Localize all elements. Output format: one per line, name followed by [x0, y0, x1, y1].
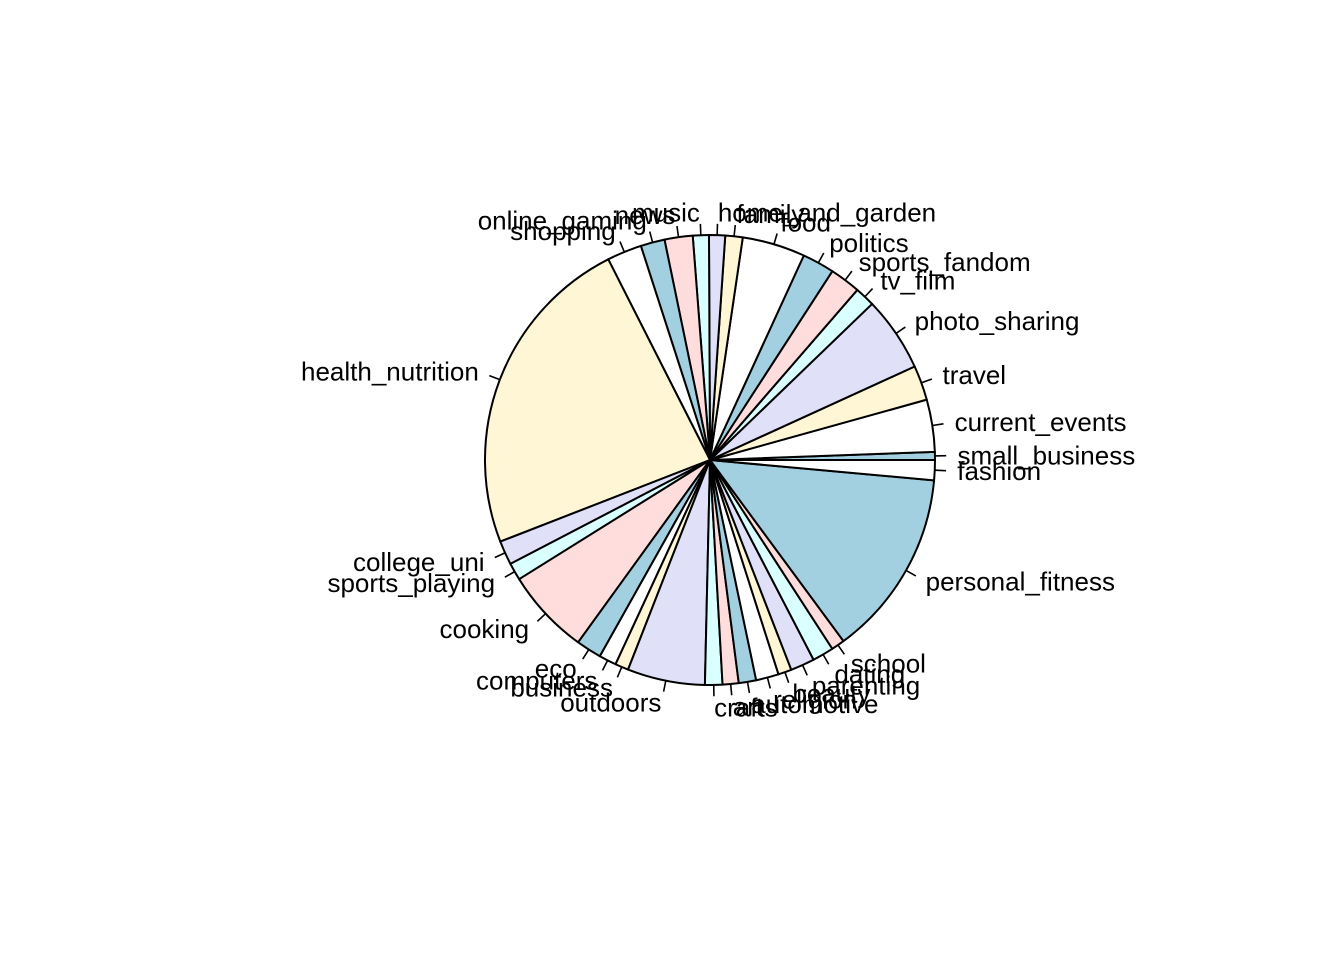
pie-slice-health-nutrition — [484, 258, 711, 543]
pie-label-tick-college-uni — [494, 552, 506, 559]
pie-label-computers: computers — [476, 665, 597, 695]
pie-label-tick-computers — [601, 660, 609, 671]
pie-label-shopping: shopping — [510, 216, 616, 246]
pie-label-art: art — [733, 691, 764, 721]
pie-label-beauty: beauty — [792, 678, 870, 708]
pie-label-travel: travel — [942, 360, 1006, 390]
pie-label-dating: dating — [834, 659, 905, 689]
pie-label-parenting: parenting — [812, 671, 920, 701]
pie-label-home-and-garden: home_and_garden — [718, 198, 936, 228]
pie-label-tick-tv-film — [864, 288, 874, 298]
pie-label-tick-sports-playing — [504, 570, 516, 578]
pie-label-tick-family — [733, 225, 737, 237]
pie-label-tick-eco — [582, 649, 590, 660]
pie-label-tick-art — [729, 683, 733, 696]
pie-label-current-events: current_events — [955, 407, 1127, 437]
pie-label-tick-shopping — [619, 241, 626, 253]
pie-label-sports-fandom: sports_fandom — [859, 247, 1031, 277]
pie-label-tick-school — [837, 644, 846, 655]
pie-label-food: food — [780, 208, 831, 238]
pie-label-tick-travel — [921, 378, 933, 384]
pie-labels: small_business current_events travel photo_… — [301, 198, 1135, 723]
pie-label-online-gaming: online_gaming — [478, 206, 647, 236]
pie-label-college-uni: college_uni — [353, 547, 485, 577]
pie-label-tick-politics — [817, 252, 825, 264]
pie-label-crafts: crafts — [714, 692, 778, 722]
pie-label-tick-fashion — [934, 469, 947, 472]
pie-label-sports-playing: sports_playing — [327, 568, 495, 598]
pie-label-tick-food — [773, 233, 778, 245]
pie-label-tick-cooking — [536, 613, 547, 622]
pie-label-fashion: fashion — [957, 456, 1041, 486]
pie-label-tick-sports-fandom — [844, 270, 853, 281]
pie-label-tick-religion — [766, 677, 772, 689]
pie-label-music: music — [632, 198, 700, 228]
pie-label-family: family — [736, 199, 804, 229]
pie-label-business: business — [510, 673, 613, 703]
pie-label-school: school — [851, 649, 926, 679]
pie-label-tick-outdoors — [662, 680, 667, 692]
pie-label-outdoors: outdoors — [560, 688, 661, 718]
pie-slices — [484, 233, 937, 686]
pie-label-tick-beauty — [784, 671, 790, 684]
pie-label-tick-online-gaming — [648, 231, 654, 243]
pie-label-tick-photo-sharing — [895, 326, 906, 335]
pie-label-cooking: cooking — [440, 614, 530, 644]
pie-label-automotive: automotive — [751, 689, 878, 719]
pie-label-small-business: small_business — [957, 441, 1135, 471]
pie-label-tick-parenting — [801, 664, 808, 676]
pie-label-tick-health-nutrition — [489, 374, 501, 381]
pie-label-health-nutrition: health_nutrition — [301, 357, 479, 387]
pie-label-tick-business — [616, 666, 623, 678]
pie-label-tick-automotive — [746, 681, 751, 694]
pie-label-tick-dating — [822, 654, 830, 665]
pie-label-tick-news — [676, 225, 680, 238]
pie-label-photo-sharing: photo_sharing — [915, 306, 1080, 336]
pie-label-news: news — [615, 200, 676, 230]
pie-label-eco: eco — [535, 654, 577, 684]
pie-label-politics: politics — [829, 228, 908, 258]
pie-label-tv-film: tv_film — [880, 265, 955, 295]
pie-label-tick-current-events — [932, 422, 944, 427]
pie-label-tick-personal-fitness — [905, 569, 917, 577]
pie-label-religion: religion — [773, 684, 857, 714]
pie-label-ticks — [489, 223, 947, 697]
pie-label-personal-fitness: personal_fitness — [926, 566, 1115, 596]
